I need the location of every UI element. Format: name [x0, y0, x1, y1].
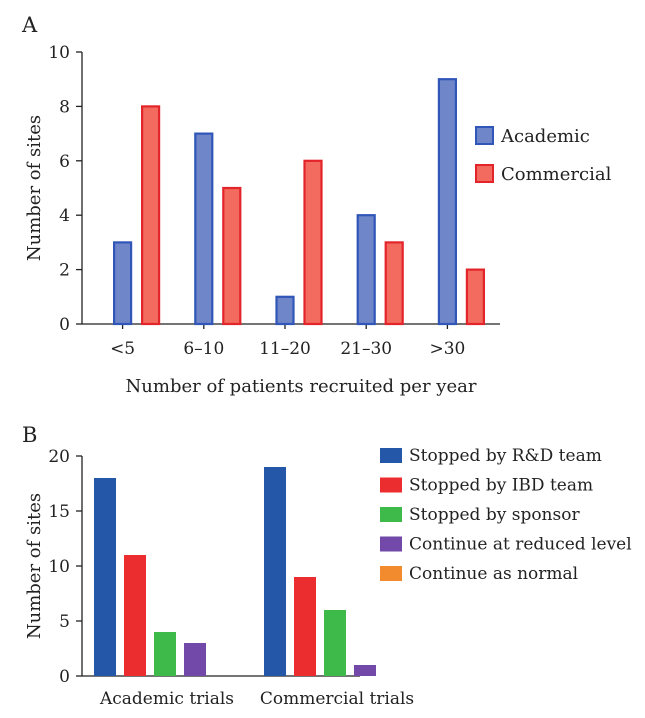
y-axis-title: Number of sites	[24, 493, 45, 639]
bar-commercial-3	[384, 241, 404, 326]
y-tick-label: 15	[48, 502, 70, 522]
bar-academic-1	[194, 132, 214, 326]
bar-stopped-by-sponsor-1	[324, 610, 346, 676]
y-tick-label: 8	[59, 97, 70, 117]
x-tick-label: 6–10	[183, 339, 224, 359]
legend-label-academic: Academic	[500, 126, 590, 147]
y-tick-label: 5	[59, 612, 70, 632]
bar-commercial-2	[303, 159, 323, 326]
bar-academic-4	[437, 78, 457, 326]
x-tick-label: Commercial trials	[260, 689, 414, 709]
y-tick-label: 10	[48, 43, 70, 63]
y-tick-label: 2	[59, 261, 70, 281]
legend-swatch-continue-at-reduced-level	[380, 536, 402, 552]
legend-label-stopped-by-sponsor: Stopped by sponsor	[409, 505, 580, 525]
chart-b-svg: B 0 5 10 15 20 Number of sites Academic trials C…	[22, 423, 632, 709]
bar-academic-2	[275, 295, 295, 326]
legend-label-continue-as-normal: Continue as normal	[409, 564, 578, 584]
bar-commercial-0	[141, 105, 161, 326]
chart-panel-b: B 0 5 10 15 20 Number of sites Academic trials C…	[0, 410, 645, 714]
bar-stopped-by-r-d-team-1	[264, 467, 286, 676]
bar-stopped-by-r-d-team-0	[94, 478, 116, 676]
y-tick-label: 0	[59, 315, 70, 335]
x-axis-title: Number of patients recruited per year	[126, 376, 477, 397]
legend-label-commercial: Commercial	[501, 164, 612, 185]
y-tick-label: 10	[48, 557, 70, 577]
x-tick-label: <5	[110, 339, 135, 359]
bar-commercial-4	[465, 268, 485, 326]
x-tick-label: 11–20	[259, 339, 311, 359]
legend-label-stopped-by-ibd-team: Stopped by IBD team	[409, 476, 593, 496]
bar-stopped-by-sponsor-0	[154, 632, 176, 676]
chart-panel-a: A 0 2 4 6 8 10 Number of sites <5 6–10 11–20 21–30 >…	[21, 13, 612, 397]
x-tick-label: 21–30	[340, 339, 392, 359]
bar-stopped-by-ibd-team-1	[294, 577, 316, 676]
bar-commercial-1	[222, 186, 242, 326]
bar-academic-3	[356, 214, 376, 326]
legend-swatch-stopped-by-sponsor	[380, 507, 402, 522]
bar-continue-at-reduced-level-1	[354, 665, 376, 676]
y-axis-title: Number of sites	[24, 115, 45, 261]
legend-label-continue-at-reduced-level: Continue at reduced level	[409, 535, 632, 555]
y-tick-label: 6	[59, 152, 70, 172]
bar-academic-0	[112, 241, 133, 326]
legend-swatch-academic	[475, 126, 494, 145]
legend-swatch-commercial	[475, 164, 494, 183]
legend-label-stopped-by-r-d-team: Stopped by R&D team	[409, 446, 602, 466]
legend-swatch-stopped-by-ibd-team	[380, 477, 402, 493]
bar-stopped-by-ibd-team-0	[124, 555, 146, 676]
legend-swatch-stopped-by-r-d-team	[380, 448, 402, 463]
x-tick-label: >30	[429, 339, 465, 359]
chart-a-svg: A 0 2 4 6 8 10 Number of sites <5 6–10 11–20 21–30 >…	[21, 13, 612, 397]
panel-label-a: A	[21, 13, 38, 37]
legend-swatch-continue-as-normal	[380, 566, 402, 581]
bar-continue-at-reduced-level-0	[184, 643, 206, 676]
x-tick-label: Academic trials	[99, 689, 234, 709]
y-tick-label: 20	[48, 447, 70, 467]
panel-label-b: B	[22, 423, 37, 447]
y-tick-label: 4	[59, 206, 70, 226]
y-tick-label: 0	[59, 667, 70, 687]
